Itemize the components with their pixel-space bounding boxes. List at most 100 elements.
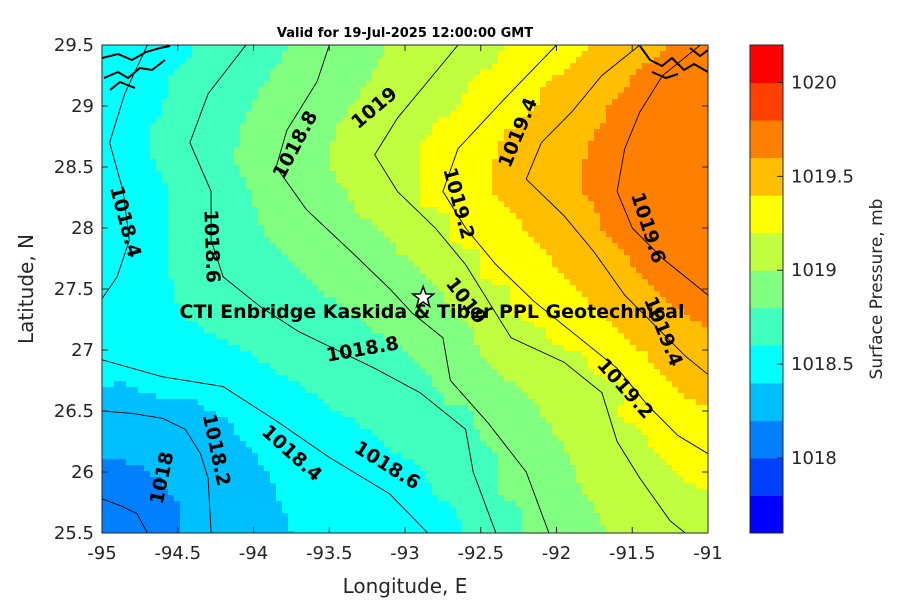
field-cell <box>198 483 205 490</box>
field-cell <box>132 393 139 400</box>
field-cell <box>330 135 337 142</box>
field-cell <box>252 339 259 346</box>
field-cell <box>264 207 271 214</box>
field-cell <box>180 513 187 520</box>
field-cell <box>354 501 361 508</box>
field-cell <box>192 501 199 508</box>
field-cell <box>378 255 385 262</box>
field-cell <box>294 99 301 106</box>
field-cell <box>408 393 415 400</box>
field-cell <box>228 321 235 328</box>
field-cell <box>264 267 271 274</box>
field-cell <box>174 495 181 502</box>
field-cell <box>198 459 205 466</box>
field-cell <box>162 105 169 112</box>
field-cell <box>390 393 397 400</box>
field-cell <box>384 99 391 106</box>
field-cell <box>144 261 151 268</box>
field-cell <box>180 195 187 202</box>
field-cell <box>270 441 277 448</box>
field-cell <box>240 135 247 142</box>
field-cell <box>210 429 217 436</box>
field-cell <box>198 327 205 334</box>
field-cell <box>462 477 469 484</box>
field-cell <box>282 405 289 412</box>
field-cell <box>384 411 391 418</box>
field-cell <box>240 141 247 148</box>
field-cell <box>360 507 367 514</box>
field-cell <box>450 195 457 202</box>
field-cell <box>216 225 223 232</box>
field-cell <box>420 387 427 394</box>
field-cell <box>330 243 337 250</box>
field-cell <box>222 243 229 250</box>
field-cell <box>162 333 169 340</box>
field-cell <box>288 453 295 460</box>
field-cell <box>366 153 373 160</box>
field-cell <box>210 165 217 172</box>
field-cell <box>144 75 151 82</box>
field-cell <box>180 267 187 274</box>
field-cell <box>348 495 355 502</box>
field-cell <box>102 531 109 533</box>
field-cell <box>390 153 397 160</box>
field-cell <box>300 501 307 508</box>
field-cell <box>186 321 193 328</box>
field-cell <box>240 315 247 322</box>
field-cell <box>294 279 301 286</box>
field-cell <box>330 219 337 226</box>
field-cell <box>450 507 457 514</box>
field-cell <box>132 279 139 286</box>
field-cell <box>426 495 433 502</box>
field-cell <box>336 147 343 154</box>
field-cell <box>210 363 217 370</box>
field-cell <box>102 417 109 424</box>
field-cell <box>396 51 403 58</box>
field-cell <box>372 453 379 460</box>
field-cell <box>240 459 247 466</box>
field-cell <box>324 489 331 496</box>
field-cell <box>216 363 223 370</box>
field-cell <box>360 525 367 532</box>
field-cell <box>246 171 253 178</box>
field-cell <box>156 69 163 76</box>
field-cell <box>174 105 181 112</box>
field-cell <box>342 69 349 76</box>
field-cell <box>252 429 259 436</box>
field-cell <box>300 75 307 82</box>
field-cell <box>396 381 403 388</box>
field-cell <box>426 405 433 412</box>
field-cell <box>270 333 277 340</box>
field-cell <box>306 435 313 442</box>
field-cell <box>396 117 403 124</box>
field-cell <box>204 249 211 256</box>
field-cell <box>306 489 313 496</box>
field-cell <box>408 57 415 64</box>
field-cell <box>396 195 403 202</box>
field-cell <box>282 165 289 172</box>
field-cell <box>426 441 433 448</box>
field-cell <box>456 81 463 88</box>
field-cell <box>342 501 349 508</box>
field-cell <box>378 393 385 400</box>
field-cell <box>408 345 415 352</box>
field-cell <box>114 99 121 106</box>
field-cell <box>102 117 109 124</box>
field-cell <box>246 69 253 76</box>
field-cell <box>150 267 157 274</box>
field-cell <box>228 153 235 160</box>
field-cell <box>462 363 469 370</box>
field-cell <box>366 165 373 172</box>
field-cell <box>150 291 157 298</box>
field-cell <box>426 489 433 496</box>
field-cell <box>102 93 109 100</box>
field-cell <box>462 429 469 436</box>
field-cell <box>234 261 241 268</box>
field-cell <box>198 273 205 280</box>
field-cell <box>270 63 277 70</box>
field-cell <box>432 105 439 112</box>
field-cell <box>126 231 133 238</box>
field-cell <box>396 507 403 514</box>
field-cell <box>282 357 289 364</box>
field-cell <box>366 117 373 124</box>
